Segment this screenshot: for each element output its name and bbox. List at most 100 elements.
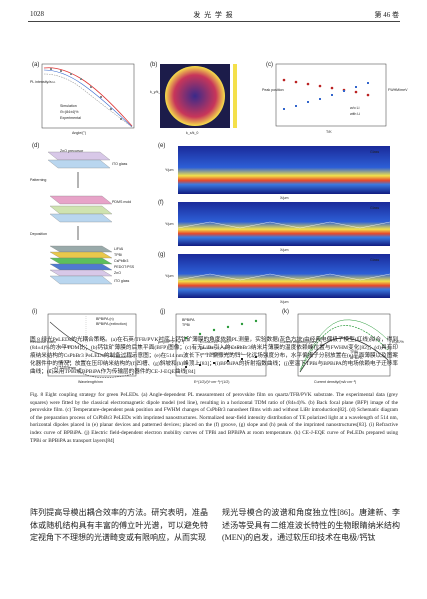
body-right: 规光导模合的波谱和角度独立性[86]。唐建新、李述汤等受具有二维准波长特性的生物… — [222, 508, 400, 543]
figure-shape — [366, 93, 370, 97]
figure-shape — [367, 82, 369, 84]
figure-text: CsPbBr3 — [114, 259, 129, 263]
figure-shape — [318, 84, 322, 88]
figure-text: PEDOT:PSS — [114, 265, 135, 269]
figure-text: Patterning — [30, 178, 47, 182]
figure-text: w/o Li — [350, 106, 360, 110]
figure-text: Refractive index — [30, 340, 56, 344]
figure-shape — [354, 90, 358, 94]
figure-text: TPBi — [114, 253, 122, 257]
figure-shape — [47, 151, 111, 161]
figure-shape — [240, 322, 244, 326]
figure-shape — [175, 313, 267, 377]
figure-shape — [120, 118, 122, 120]
figure-text: PL intensity/a.u. — [30, 80, 56, 84]
figure-shape — [282, 78, 286, 82]
header-rule — [28, 21, 400, 22]
figure-text: n=1.80 — [60, 360, 72, 364]
figure-text: T/K — [326, 130, 332, 134]
figure-text: k_x/k_0 — [186, 131, 199, 135]
figure-shape — [43, 69, 133, 128]
figure-text: Glass — [370, 150, 380, 154]
figure-shape — [185, 366, 187, 368]
figure-shape — [299, 319, 389, 371]
panel-label: (k) — [282, 309, 289, 315]
figure-text: λ=516 nm — [60, 366, 76, 370]
figure-shape — [299, 325, 389, 373]
journal-name: 发 光 学 报 — [193, 11, 234, 19]
figure-text: Glass — [370, 206, 380, 210]
figure-shape — [49, 275, 113, 285]
figure-text: Peak position — [262, 88, 284, 92]
figure-shape — [255, 356, 257, 358]
figure-shape — [43, 73, 133, 128]
figure-shape — [213, 362, 215, 364]
volume: 第 46 卷 — [374, 11, 400, 19]
figure-shape — [226, 325, 230, 329]
figure-text: X/μm — [280, 248, 289, 252]
panel-label: (b) — [150, 62, 158, 68]
figure-shape — [178, 254, 390, 298]
figure-text: PDMS mold — [112, 200, 132, 204]
figure-text: Experimental — [60, 116, 81, 120]
figure-text: Angle/(°) — [72, 131, 87, 135]
figure-shape — [241, 358, 243, 360]
figure-text: TPBi — [182, 323, 190, 327]
figure-text: Glass — [370, 258, 380, 262]
figure-text: X/μm — [280, 196, 289, 200]
figure-text: BPBiPA (extinction) — [96, 322, 127, 326]
panel-label: (c) — [266, 62, 273, 68]
figure-text: E=3.60×10⁵ V·cm⁻¹ — [200, 340, 232, 344]
figure-shape — [49, 269, 113, 277]
panel-label: (j) — [160, 309, 166, 315]
figure-text: FWHM/meV — [388, 88, 408, 92]
figure-shape — [49, 257, 113, 265]
figure-shape — [50, 68, 122, 120]
figure-shape — [49, 366, 135, 378]
caption-en: Fig. 8 Eight coupling strategy for green… — [30, 392, 398, 444]
figure-shape — [330, 86, 334, 90]
figure-text: BPBiPA (n) — [96, 317, 114, 321]
figure-shape — [177, 221, 391, 229]
figure-shape — [49, 195, 113, 205]
figure-shape — [60, 70, 62, 72]
figure-shape — [299, 337, 389, 373]
figure-shape — [47, 159, 111, 169]
figure-text: μe=1.20×10⁻⁴ cm²·V⁻¹·s⁻¹ — [200, 346, 243, 350]
figure-shape — [184, 319, 258, 340]
figure-shape — [331, 94, 333, 96]
figure-shape — [49, 245, 113, 253]
figure-shape — [307, 101, 309, 103]
figure-shape — [198, 332, 202, 336]
panel-label: (i) — [32, 309, 38, 315]
figure-shape — [100, 96, 102, 98]
figure-text: X/μm — [280, 300, 289, 304]
figure-shape — [165, 66, 225, 126]
figure-shape — [319, 98, 321, 100]
figure-shape — [297, 313, 391, 377]
figure-shape — [80, 78, 82, 80]
figure-text: μe=1.78×10⁻⁵ cm²·V⁻¹·s⁻¹ — [200, 352, 243, 356]
figure-shape — [294, 80, 298, 84]
figure-text: μe/(cm²·V⁻¹·s⁻¹) — [158, 340, 185, 344]
figure-text: Y/μm — [165, 168, 174, 172]
panel-label: (a) — [32, 62, 40, 68]
figure-shape — [227, 360, 229, 362]
figure-shape — [70, 73, 72, 75]
figure-text: Y/μm — [165, 274, 174, 278]
figure-text: n=1.89 — [60, 345, 72, 349]
figure-shape — [49, 205, 113, 215]
figure-text: Deposition — [30, 232, 47, 236]
figure-shape — [355, 86, 357, 88]
figure-text: BPBiPA — [182, 318, 195, 322]
panel-label: (e) — [158, 143, 166, 149]
figure-text: Wavelength/nm — [78, 380, 103, 384]
figure-text: Y/μm — [165, 222, 174, 226]
figure-shape — [199, 364, 201, 366]
figure-shape — [49, 213, 113, 223]
figure-shape — [90, 86, 92, 88]
figure-text: with Li — [350, 112, 361, 116]
figure-text: k_y/k_0 — [150, 90, 163, 94]
figure-shape — [47, 313, 137, 377]
